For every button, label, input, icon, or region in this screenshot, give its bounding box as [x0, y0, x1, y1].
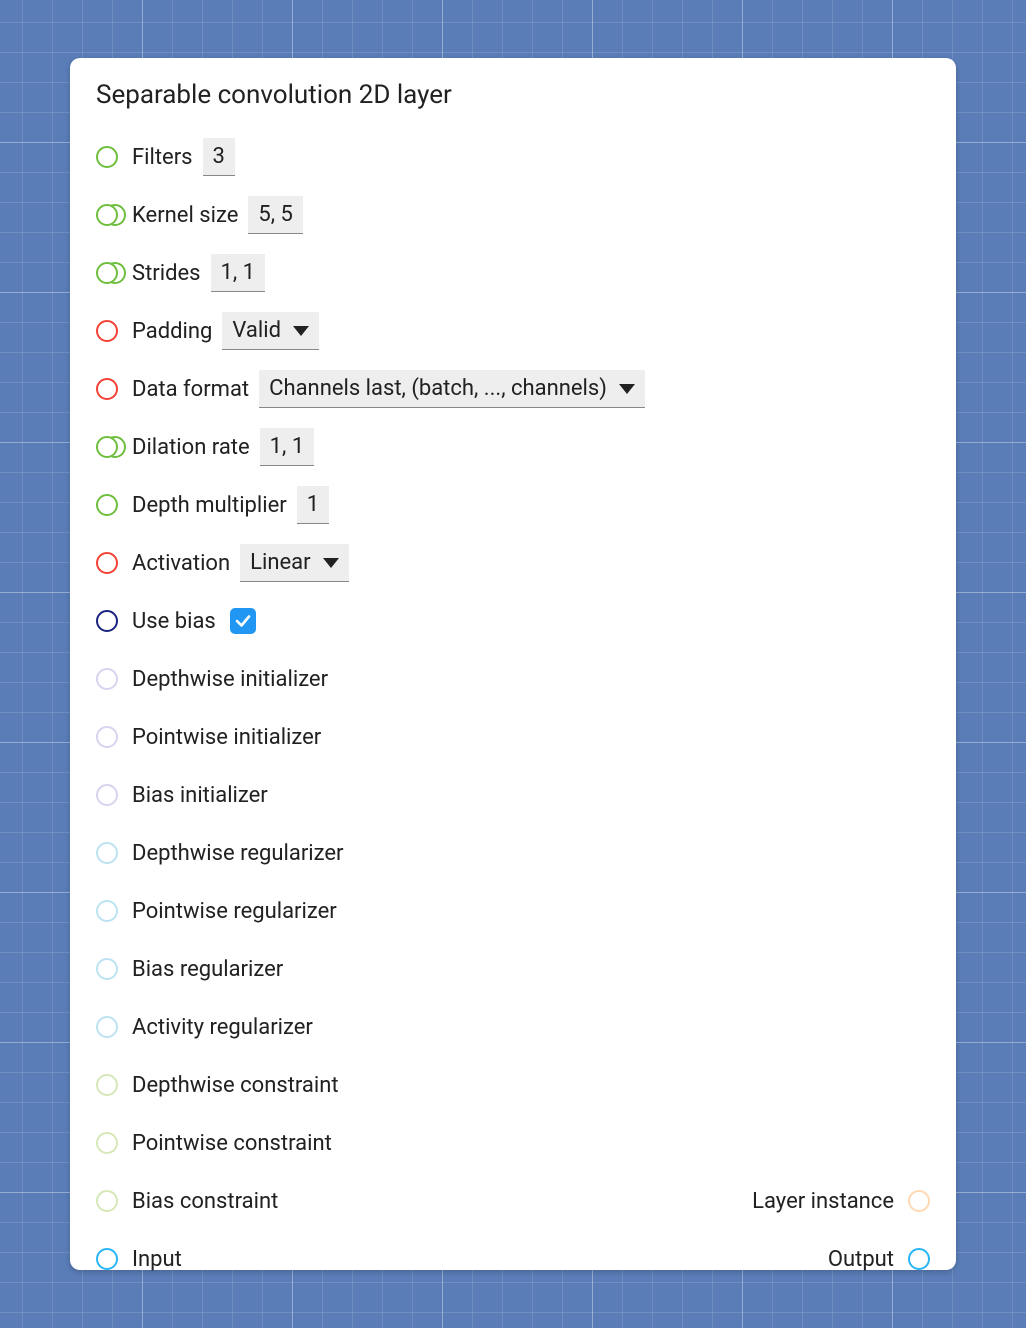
output-label: Layer instance — [752, 1189, 894, 1214]
param-label: Activity regularizer — [132, 1015, 313, 1040]
input-port[interactable] — [96, 204, 132, 226]
param-row-padding: Padding Valid — [96, 302, 930, 360]
param-label: Input — [132, 1247, 182, 1272]
kernel_size-input[interactable]: 5, 5 — [248, 196, 303, 234]
param-label: Bias initializer — [132, 783, 268, 808]
output-port[interactable] — [894, 1248, 930, 1270]
param-row-data_format: Data format Channels last, (batch, ..., c… — [96, 360, 930, 418]
use_bias-checkbox[interactable] — [230, 608, 256, 634]
input-port[interactable] — [96, 1248, 132, 1270]
input-port[interactable] — [96, 320, 132, 342]
depth_multiplier-input[interactable]: 1 — [297, 486, 329, 524]
param-row-bias_init: Bias initializer — [96, 766, 930, 824]
input-port[interactable] — [96, 1190, 132, 1212]
param-label: Filters — [132, 145, 193, 170]
param-label: Use bias — [132, 609, 216, 634]
input-port[interactable] — [96, 958, 132, 980]
input-port[interactable] — [96, 842, 132, 864]
param-row-depth_multiplier: Depth multiplier 1 — [96, 476, 930, 534]
param-row-input: Input Output — [96, 1230, 930, 1288]
param-label: Padding — [132, 319, 212, 344]
card-title: Separable convolution 2D layer — [96, 80, 930, 110]
param-label: Dilation rate — [132, 435, 250, 460]
param-row-activity_reg: Activity regularizer — [96, 998, 930, 1056]
strides-input[interactable]: 1, 1 — [211, 254, 266, 292]
param-row-dilation_rate: Dilation rate 1, 1 — [96, 418, 930, 476]
activation-select[interactable]: Linear — [240, 544, 348, 582]
param-row-use_bias: Use bias — [96, 592, 930, 650]
select-value: Linear — [250, 550, 310, 575]
param-label: Pointwise constraint — [132, 1131, 332, 1156]
select-value: Channels last, (batch, ..., channels) — [269, 376, 607, 401]
input-port[interactable] — [96, 378, 132, 400]
param-label: Data format — [132, 377, 249, 402]
param-row-activation: Activation Linear — [96, 534, 930, 592]
input-port[interactable] — [96, 1132, 132, 1154]
param-label: Kernel size — [132, 203, 238, 228]
param-row-depthwise_reg: Depthwise regularizer — [96, 824, 930, 882]
param-row-pointwise_con: Pointwise constraint — [96, 1114, 930, 1172]
param-row-depthwise_init: Depthwise initializer — [96, 650, 930, 708]
param-label: Activation — [132, 551, 230, 576]
param-label: Strides — [132, 261, 201, 286]
input-port[interactable] — [96, 784, 132, 806]
param-row-kernel_size: Kernel size 5, 5 — [96, 186, 930, 244]
param-row-filters: Filters 3 — [96, 128, 930, 186]
input-port[interactable] — [96, 1074, 132, 1096]
input-port[interactable] — [96, 668, 132, 690]
input-port[interactable] — [96, 900, 132, 922]
param-label: Bias constraint — [132, 1189, 278, 1214]
param-label: Bias regularizer — [132, 957, 283, 982]
param-row-strides: Strides 1, 1 — [96, 244, 930, 302]
input-port[interactable] — [96, 726, 132, 748]
input-port[interactable] — [96, 494, 132, 516]
chevron-down-icon — [293, 326, 309, 336]
output-port[interactable] — [894, 1190, 930, 1212]
dilation_rate-input[interactable]: 1, 1 — [260, 428, 315, 466]
chevron-down-icon — [619, 384, 635, 394]
param-row-depthwise_con: Depthwise constraint — [96, 1056, 930, 1114]
padding-select[interactable]: Valid — [222, 312, 319, 350]
param-label: Depthwise constraint — [132, 1073, 339, 1098]
input-port[interactable] — [96, 436, 132, 458]
filters-input[interactable]: 3 — [203, 138, 235, 176]
param-label: Depthwise initializer — [132, 667, 328, 692]
input-port[interactable] — [96, 262, 132, 284]
chevron-down-icon — [323, 558, 339, 568]
parameter-rows: Filters 3 Kernel size 5, 5 Strides 1, 1 Paddin… — [96, 128, 930, 1288]
param-label: Depthwise regularizer — [132, 841, 344, 866]
output-label: Output — [828, 1247, 894, 1272]
param-row-bias_con: Bias constraint Layer instance — [96, 1172, 930, 1230]
param-row-pointwise_init: Pointwise initializer — [96, 708, 930, 766]
select-value: Valid — [232, 318, 281, 343]
data_format-select[interactable]: Channels last, (batch, ..., channels) — [259, 370, 645, 408]
input-port[interactable] — [96, 1016, 132, 1038]
param-label: Pointwise regularizer — [132, 899, 337, 924]
param-label: Depth multiplier — [132, 493, 287, 518]
param-label: Pointwise initializer — [132, 725, 321, 750]
layer-config-card: Separable convolution 2D layer Filters 3 K… — [70, 58, 956, 1270]
input-port[interactable] — [96, 610, 132, 632]
param-row-bias_reg: Bias regularizer — [96, 940, 930, 998]
input-port[interactable] — [96, 552, 132, 574]
input-port[interactable] — [96, 146, 132, 168]
param-row-pointwise_reg: Pointwise regularizer — [96, 882, 930, 940]
